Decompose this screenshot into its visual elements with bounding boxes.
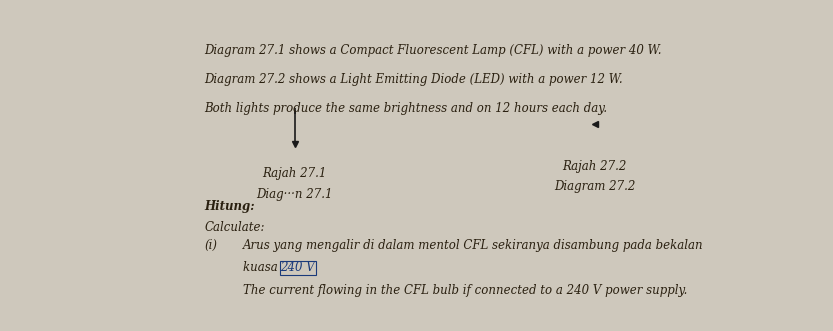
Text: Diagram 27.2: Diagram 27.2 <box>554 180 636 193</box>
Text: Diagram 27.1 shows a Compact Fluorescent Lamp (CFL) with a power 40 W.: Diagram 27.1 shows a Compact Fluorescent… <box>204 44 661 57</box>
Text: 240 V: 240 V <box>281 261 315 274</box>
Text: Arus yang mengalir di dalam mentol CFL sekiranya disambung pada bekalan: Arus yang mengalir di dalam mentol CFL s… <box>243 239 704 252</box>
Text: Diagram 27.2 shows a Light Emitting Diode (LED) with a power 12 W.: Diagram 27.2 shows a Light Emitting Diod… <box>204 73 623 86</box>
Text: kuasa: kuasa <box>243 261 282 274</box>
Text: The current flowing in the CFL bulb if connected to a 240 V power supply.: The current flowing in the CFL bulb if c… <box>243 284 687 297</box>
Text: Rajah 27.1: Rajah 27.1 <box>262 167 327 180</box>
Text: Calculate:: Calculate: <box>204 221 265 234</box>
Text: (i): (i) <box>204 239 217 252</box>
Text: Both lights produce the same brightness and on 12 hours each day.: Both lights produce the same brightness … <box>204 102 607 115</box>
Text: Diag···n 27.1: Diag···n 27.1 <box>257 188 333 201</box>
Text: Hitung:: Hitung: <box>204 200 255 213</box>
Text: Rajah 27.2: Rajah 27.2 <box>562 160 627 172</box>
